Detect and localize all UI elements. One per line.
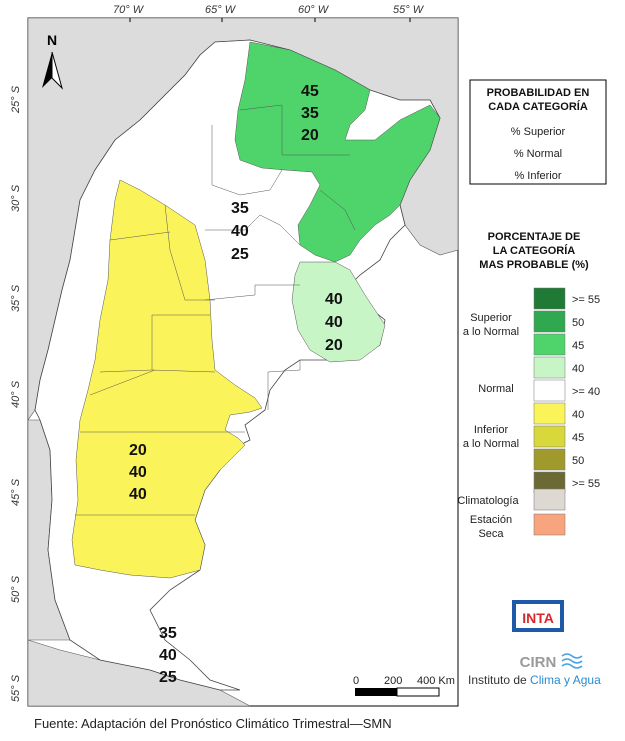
legend-percentage: PORCENTAJE DE LA CATEGORÍA MAS PROBABLE …: [457, 231, 600, 540]
lat-label-45: 45° S: [10, 478, 22, 506]
legend2-climatologia: Climatología: [457, 495, 519, 507]
region2-normal: 40: [231, 223, 249, 240]
lat-label-35: 35° S: [10, 284, 22, 312]
region3-superior: 40: [325, 291, 343, 308]
scale-label-200: 200: [384, 675, 402, 687]
legend-swatch-6: [533, 425, 566, 448]
scale-label-0: 0: [353, 675, 359, 687]
lat-label-55: 55° S: [10, 674, 22, 702]
legend-swatch-5: [533, 402, 566, 425]
legend-swatch-label-4: >= 40: [572, 386, 600, 398]
scale-label-400: 400 Km: [417, 675, 455, 687]
region3-inferior: 20: [325, 337, 343, 354]
region4-normal: 40: [129, 464, 147, 481]
logo-cirn-text: CIRN: [520, 654, 557, 671]
legend-swatch-2: [533, 333, 566, 356]
region5-superior: 35: [159, 625, 177, 642]
legend-swatch-7: [533, 448, 566, 471]
legend-probability-box: PROBABILIDAD EN CADA CATEGORÍA % Superio…: [469, 79, 607, 185]
legend2-estacion-line1: Estación: [470, 514, 512, 526]
lon-label-60: 60° W: [298, 4, 330, 16]
legend2-inferior-line2: a lo Normal: [463, 438, 519, 450]
legend-swatch-label-3: 40: [572, 363, 584, 375]
legend-swatch-label-0: >= 55: [572, 294, 600, 306]
region1-normal: 35: [301, 105, 319, 122]
legend1-normal: % Normal: [514, 148, 562, 160]
province-borders: [75, 104, 356, 516]
region5-normal: 40: [159, 647, 177, 664]
legend-swatch-label-5: 40: [572, 409, 584, 421]
region-superior-45: [234, 41, 441, 263]
legend-swatch-label-7: 50: [572, 455, 584, 467]
inta-cirn-logo: INTA CIRN Instituto de Clima y Agua: [468, 600, 601, 687]
legend-swatch-4: [533, 379, 566, 402]
legend1-superior: % Superior: [511, 126, 566, 138]
lat-label-25: 25° S: [10, 85, 22, 114]
legend2-title-line3: MAS PROBABLE (%): [479, 259, 589, 271]
map-panel: 0 200 400 Km N 45 35 20 35 40 25 40 40 2…: [27, 17, 459, 707]
lat-label-40: 40° S: [10, 380, 22, 408]
longitude-ticks: 70° W 65° W 60° W 55° W: [113, 4, 425, 22]
legend2-normal: Normal: [478, 383, 513, 395]
legend-swatch-1: [533, 310, 566, 333]
logo-institute-prefix: Instituto de: [468, 673, 530, 687]
legend2-inferior-line1: Inferior: [474, 424, 509, 436]
probability-labels: 45 35 20 35 40 25 40 40 20 20 40 40 35 4…: [129, 83, 343, 686]
water-waves-icon: [561, 653, 583, 669]
source-footer: Fuente: Adaptación del Pronóstico Climát…: [34, 716, 392, 731]
lon-label-70: 70° W: [113, 4, 145, 16]
latitude-ticks: 25° S 30° S 35° S 40° S 45° S 50° S 55° …: [10, 85, 22, 702]
region4-superior: 20: [129, 442, 147, 459]
lon-label-55: 55° W: [393, 4, 425, 16]
legend1-inferior: % Inferior: [514, 170, 561, 182]
region1-inferior: 20: [301, 127, 319, 144]
logo-inta-text: INTA: [522, 610, 554, 626]
region-superior-40: [291, 261, 386, 363]
legend-swatch-label-2: 45: [572, 340, 584, 352]
legend2-superior-line2: a lo Normal: [463, 326, 519, 338]
scale-bar: 0 200 400 Km: [353, 675, 455, 697]
legend-swatch-3: [533, 356, 566, 379]
legend2-estacion-line2: Seca: [478, 528, 504, 540]
legend-swatches: >= 55 50 45 40 >= 40 40 45 50 >= 55: [533, 287, 600, 494]
logo-institute-highlight: Clima y Agua: [530, 673, 601, 687]
lat-label-50: 50° S: [10, 575, 22, 603]
region4-inferior: 40: [129, 486, 147, 503]
region2-superior: 35: [231, 200, 249, 217]
swatch-estacion-seca: [533, 513, 566, 536]
legend1-title-line2: CADA CATEGORÍA: [488, 100, 588, 113]
svg-text:Instituto de Clima y Agua: Instituto de Clima y Agua: [468, 673, 601, 687]
lon-label-65: 65° W: [205, 4, 237, 16]
lat-label-30: 30° S: [10, 184, 22, 212]
legend2-title-line2: LA CATEGORÍA: [493, 244, 576, 257]
swatch-climatologia: [533, 488, 566, 511]
region3-normal: 40: [325, 314, 343, 331]
region5-inferior: 25: [159, 669, 177, 686]
north-arrow: N: [42, 32, 63, 90]
legend-swatch-label-8: >= 55: [572, 478, 600, 490]
region-inferior-40: [71, 179, 263, 579]
north-label: N: [47, 32, 57, 48]
legend-swatch-0: [533, 287, 566, 310]
region2-inferior: 25: [231, 246, 249, 263]
legend1-title-line1: PROBABILIDAD EN: [487, 87, 590, 99]
legend-swatch-label-1: 50: [572, 317, 584, 329]
legend-swatch-label-6: 45: [572, 432, 584, 444]
legend2-superior-line1: Superior: [470, 312, 512, 324]
legend2-title-line1: PORCENTAJE DE: [488, 231, 581, 243]
region1-superior: 45: [301, 83, 319, 100]
